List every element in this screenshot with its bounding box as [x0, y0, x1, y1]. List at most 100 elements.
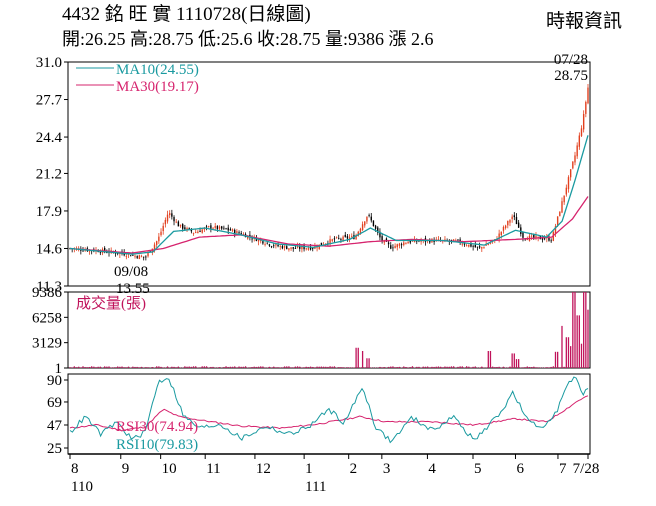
candle-body [509, 220, 511, 223]
volume-bar [203, 366, 206, 368]
volume-bar [465, 366, 468, 368]
volume-bar [398, 366, 401, 368]
volume-bar [147, 367, 149, 368]
candle-body [103, 247, 106, 252]
legend-rsi10: RSI10(79.83) [116, 437, 198, 453]
candle-body [136, 256, 138, 258]
volume-tick-label: 3129 [32, 336, 62, 352]
volume-bar [301, 367, 303, 368]
candle-body [214, 226, 216, 228]
volume-bar [361, 350, 364, 368]
candle-body [377, 227, 379, 233]
volume-bar [346, 367, 349, 368]
volume-bar [279, 367, 281, 368]
volume-bar [171, 366, 173, 368]
candle-body [504, 225, 507, 228]
legend-ma30: MA30(19.17) [116, 79, 199, 95]
volume-bar [411, 366, 414, 368]
candle-body [80, 249, 82, 251]
candle-body [437, 239, 440, 241]
candle-body [381, 236, 383, 241]
candle-body [290, 247, 292, 249]
candle-body [316, 247, 318, 249]
volume-bar [112, 367, 114, 368]
volume-bar [95, 367, 97, 368]
candle-body [485, 244, 487, 246]
candle-body [292, 247, 294, 249]
chart-title: 4432 銘 旺 實 1110728(日線圖) [62, 4, 311, 25]
volume-bar [338, 367, 340, 368]
rsi-tick-label: 25 [47, 441, 62, 457]
volume-bar [340, 367, 342, 368]
candle-body [173, 217, 175, 222]
x-tick-label: 2 [350, 461, 358, 477]
x-tick-label: 12 [256, 461, 271, 477]
volume-bar [82, 366, 84, 368]
volume-bar [359, 367, 362, 368]
candle-body [541, 238, 544, 240]
candle-body [257, 239, 260, 242]
volume-bar [84, 367, 86, 368]
volume-bar [210, 366, 212, 368]
volume-bar [78, 366, 80, 368]
volume-bar [71, 367, 73, 368]
volume-bar [186, 366, 188, 368]
candle-body [563, 195, 565, 203]
volume-bar [318, 366, 320, 368]
volume-bar [574, 292, 576, 368]
volume-bar [119, 366, 121, 368]
volume-bar [431, 366, 433, 368]
candle-body [229, 229, 232, 231]
volume-bar [526, 366, 528, 368]
volume-bar [199, 367, 201, 368]
rsi10-line [69, 376, 589, 444]
volume-bar [227, 366, 229, 368]
volume-bar [351, 367, 353, 368]
volume-bar [153, 367, 156, 368]
volume-bar [175, 367, 177, 368]
volume-bar [91, 366, 93, 368]
candle-body [478, 246, 481, 248]
volume-bar [162, 367, 164, 368]
volume-bar [442, 367, 444, 368]
candle-body [407, 241, 409, 244]
candle-body [463, 243, 466, 245]
candle-body [179, 224, 182, 227]
volume-bar [305, 366, 307, 368]
volume-bar [557, 351, 559, 368]
candle-body [364, 221, 366, 226]
volume-bar [418, 366, 420, 368]
candle-body [530, 235, 533, 237]
volume-bar [450, 366, 453, 368]
volume-bar [307, 366, 310, 368]
candle-body [309, 246, 312, 250]
candle-body [264, 244, 266, 245]
volume-bar [461, 366, 463, 368]
x-tick-label: 4 [428, 461, 436, 477]
volume-bar [184, 366, 186, 368]
candle-body [138, 255, 141, 260]
volume-bar [104, 366, 106, 368]
candle-body [502, 227, 505, 231]
candle-body [368, 215, 370, 216]
x-tick-label: 5 [474, 461, 482, 477]
volume-bar [561, 325, 563, 368]
volume-bar [75, 367, 78, 368]
candle-body [517, 222, 520, 228]
volume-bar [489, 350, 492, 368]
candle-body [520, 227, 522, 234]
candle-body [155, 241, 158, 245]
volume-bar [392, 366, 394, 368]
volume-bar [292, 367, 294, 368]
volume-bar [255, 366, 258, 368]
volume-bar [80, 367, 82, 368]
candle-body [515, 217, 518, 225]
candle-body [374, 225, 377, 229]
volume-bar [164, 367, 167, 368]
volume-bar [294, 366, 297, 368]
volume-bar [348, 367, 351, 368]
volume-bar [433, 366, 435, 368]
candle-body [99, 252, 102, 254]
volume-bar [275, 367, 277, 368]
